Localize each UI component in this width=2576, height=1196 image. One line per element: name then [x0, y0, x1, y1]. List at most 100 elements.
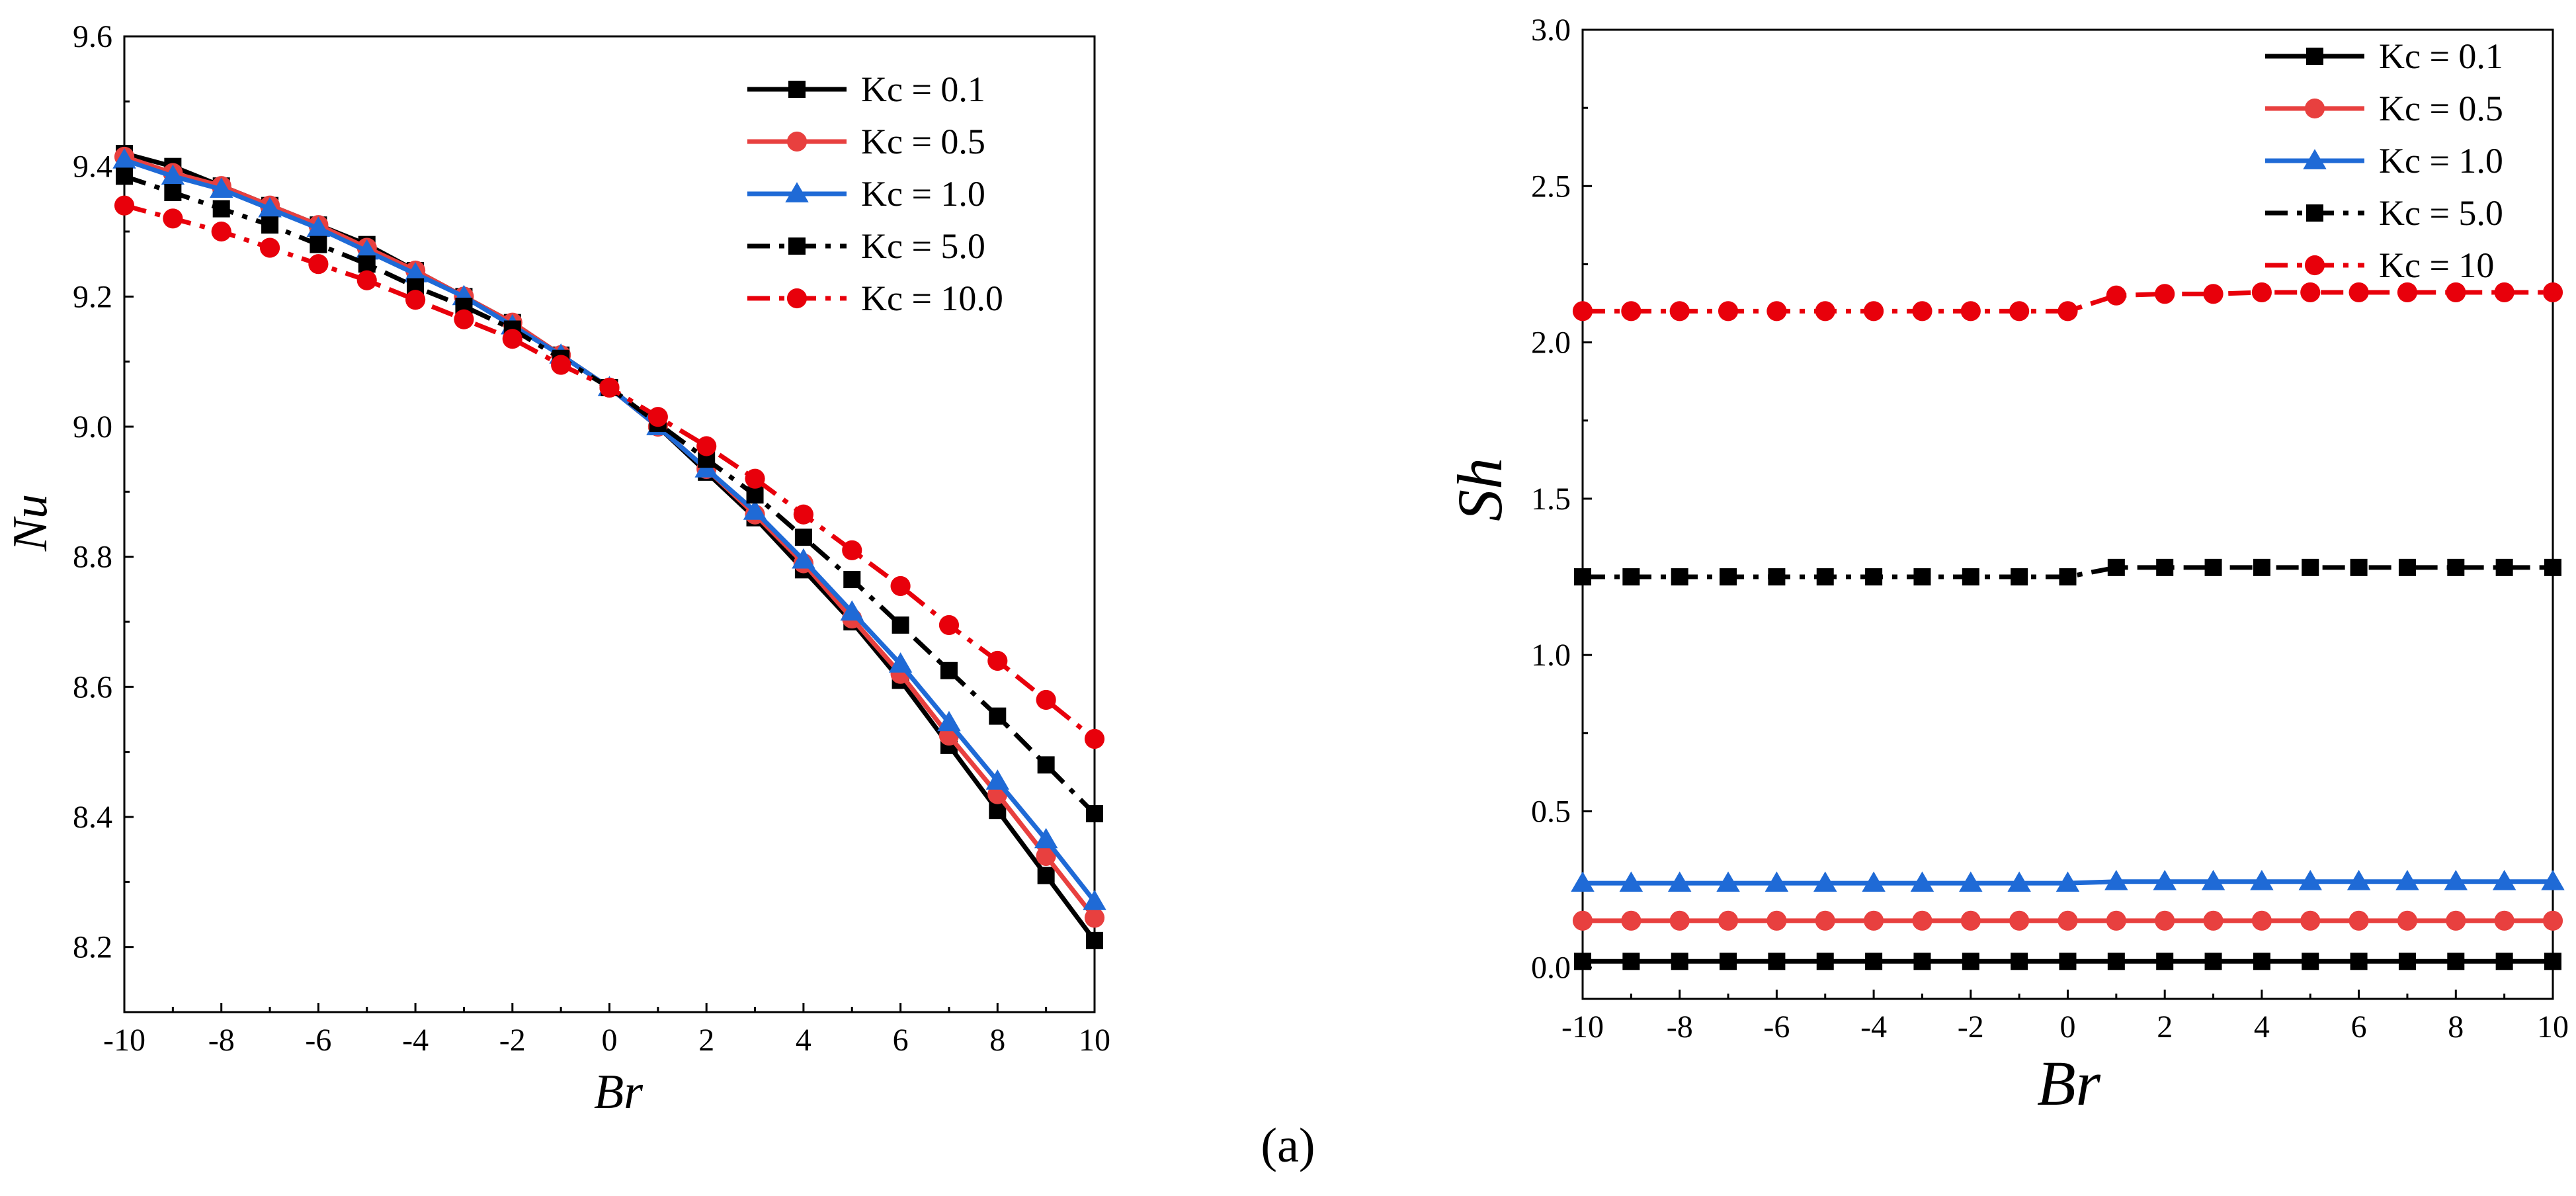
sh-legend-marker — [2303, 149, 2327, 169]
sh-series-kc-5-0-point — [2011, 568, 2028, 586]
sh-series-kc-5-0-point — [1622, 568, 1640, 586]
sh-series-kc-0-1-point — [2156, 953, 2174, 970]
nu-series-kc-5-0-point — [358, 255, 376, 273]
sh-series-kc-0-5-point — [2106, 910, 2126, 931]
sh-legend-marker — [2306, 204, 2323, 222]
nu-legend-label: Kc = 0.5 — [861, 122, 985, 161]
sh-legend-marker — [2304, 255, 2325, 276]
sh-series-kc-0-1 — [1574, 953, 2561, 970]
sh-series-kc-0-1-point — [1962, 953, 1979, 970]
sh-series-kc-0-1-point — [2398, 953, 2416, 970]
nu-x-tick-label: 6 — [893, 1023, 909, 1058]
nu-series-kc-10-0-point — [1084, 728, 1105, 749]
nu-x-tick-label: -8 — [208, 1023, 235, 1058]
sh-y-tick-label: 0.5 — [1531, 794, 1571, 829]
sh-x-tick-label: 6 — [2351, 1009, 2367, 1045]
nu-series-kc-5-0-point — [940, 662, 958, 679]
figure-caption: (a) — [1261, 1119, 1315, 1173]
nu-series-kc-10-0-point — [842, 540, 862, 560]
sh-series-kc-1-0-point — [1619, 871, 1643, 892]
sh-y-tick-label: 0.0 — [1531, 951, 1571, 986]
nu-series-kc-5-0-point — [1086, 805, 1103, 823]
sh-series-kc-10-point — [2106, 285, 2126, 306]
nu-legend-marker — [788, 81, 806, 98]
nu-legend-label: Kc = 1.0 — [861, 174, 985, 214]
sh-series-kc-0-5-point — [2446, 910, 2466, 931]
nu-y-tick-label: 8.2 — [73, 930, 112, 965]
nu-legend-label: Kc = 10.0 — [861, 278, 1003, 318]
sh-series-kc-0-5-point — [1572, 910, 1593, 931]
sh-series-kc-10-point — [1960, 301, 1981, 321]
sh-series-kc-10 — [1572, 282, 2563, 321]
sh-y-tick-label: 3.0 — [1531, 13, 1571, 48]
sh-y-tick-label: 1.5 — [1531, 482, 1571, 517]
nu-series-kc-1-0-point — [937, 710, 961, 732]
sh-series-kc-0-1-point — [2059, 953, 2077, 970]
sh-series-kc-5-0-point — [2350, 558, 2368, 576]
nu-series-kc-5-0-point — [989, 707, 1007, 725]
sh-series-kc-1-0-point — [2201, 870, 2225, 890]
sh-series-kc-1-0-point — [2104, 870, 2128, 890]
nu-x-tick-label: -6 — [305, 1023, 331, 1058]
sh-legend-marker — [2304, 98, 2325, 119]
nu-series-kc-10-0-point — [745, 468, 765, 489]
nu-y-tick-label: 9.6 — [73, 19, 112, 54]
sh-series-kc-10-point — [1621, 301, 1641, 321]
nu-series-kc-0-1-point — [1037, 867, 1055, 884]
nu-series-kc-1-0-point — [840, 600, 864, 621]
nu-series-kc-10-0-point — [938, 615, 960, 635]
sh-series-kc-0-5 — [1572, 910, 2563, 931]
nu-series-kc-0-5-line — [123, 154, 1097, 919]
sh-series-kc-5-0-point — [2107, 558, 2125, 576]
sh-series-kc-1-0-point — [1716, 871, 1740, 892]
sh-series-kc-10-point — [1766, 301, 1787, 321]
sh-series-kc-0-1-point — [2011, 953, 2028, 970]
nu-y-tick-label: 8.8 — [73, 540, 112, 575]
sh-series-kc-10-point — [2300, 282, 2321, 303]
nu-series-kc-5-0-point — [746, 486, 764, 504]
sh-series-kc-0-1-point — [1816, 953, 1834, 970]
nu-legend-marker — [786, 288, 808, 309]
sh-series-kc-1-0-point — [2007, 871, 2031, 892]
sh-series-kc-1-0-point — [2541, 870, 2565, 890]
sh-series-kc-10-point — [2155, 284, 2175, 304]
nu-series-kc-1-0-point — [1034, 828, 1058, 849]
sh-series-kc-10-point — [1815, 301, 1835, 321]
nu-legend-marker — [788, 237, 806, 255]
sh-series-kc-0-1-point — [2544, 953, 2561, 970]
sh-legend-label: Kc = 0.1 — [2379, 36, 2503, 76]
sh-series-kc-0-1-point — [2253, 953, 2270, 970]
sh-x-tick-label: 10 — [2537, 1009, 2569, 1045]
sh-series-kc-5-0-point — [1574, 568, 1591, 586]
sh-series-kc-5-0-point — [2204, 558, 2222, 576]
sh-series-kc-0-5-point — [1960, 910, 1981, 931]
sh-series-kc-0-5-point — [1669, 910, 1690, 931]
sh-series-kc-5-0-point — [2156, 558, 2174, 576]
sh-series-kc-5-0 — [1574, 558, 2561, 586]
sh-series-kc-1-0-point — [2347, 870, 2371, 890]
sh-x-tick-label: 4 — [2254, 1009, 2270, 1045]
nu-series-kc-10-0-point — [356, 270, 377, 290]
sh-series-kc-5-0-point — [2253, 558, 2270, 576]
nu-series-kc-10-0-point — [502, 329, 522, 349]
nu-y-tick-label: 8.4 — [73, 800, 112, 835]
sh-series-kc-5-0-point — [2302, 558, 2319, 576]
nu-series-kc-10-0-point — [308, 254, 329, 275]
sh-series-kc-5-0-point — [2059, 568, 2077, 586]
nu-legend-marker — [785, 182, 809, 202]
nu-series-kc-1-0-point — [112, 148, 136, 169]
sh-series-kc-0-5-point — [2397, 910, 2418, 931]
sh-series-kc-10-point — [2251, 282, 2272, 303]
nu-x-tick-label: 0 — [602, 1023, 618, 1058]
sh-series-kc-0-1-point — [1768, 953, 1786, 970]
nu-series-kc-1-0-line — [123, 157, 1097, 903]
nu-series-kc-0-1-point — [1086, 931, 1103, 949]
sh-x-tick-label: -8 — [1667, 1009, 1693, 1045]
nu-series-kc-0-1-line — [124, 151, 1097, 942]
nu-series-kc-1-0-point — [985, 769, 1010, 790]
nu-series-kc-10-0-point — [793, 504, 813, 525]
sh-series-kc-0-1-point — [2204, 953, 2222, 970]
nu-chart-panel: -10 -8 -6 -4 -2 0 2 4 6 8 10 8.2 8.4 8.6 8.8 9.0 9.2 9.4 9… — [3, 19, 1110, 1119]
sh-series-kc-5-0-point — [1865, 568, 1883, 586]
